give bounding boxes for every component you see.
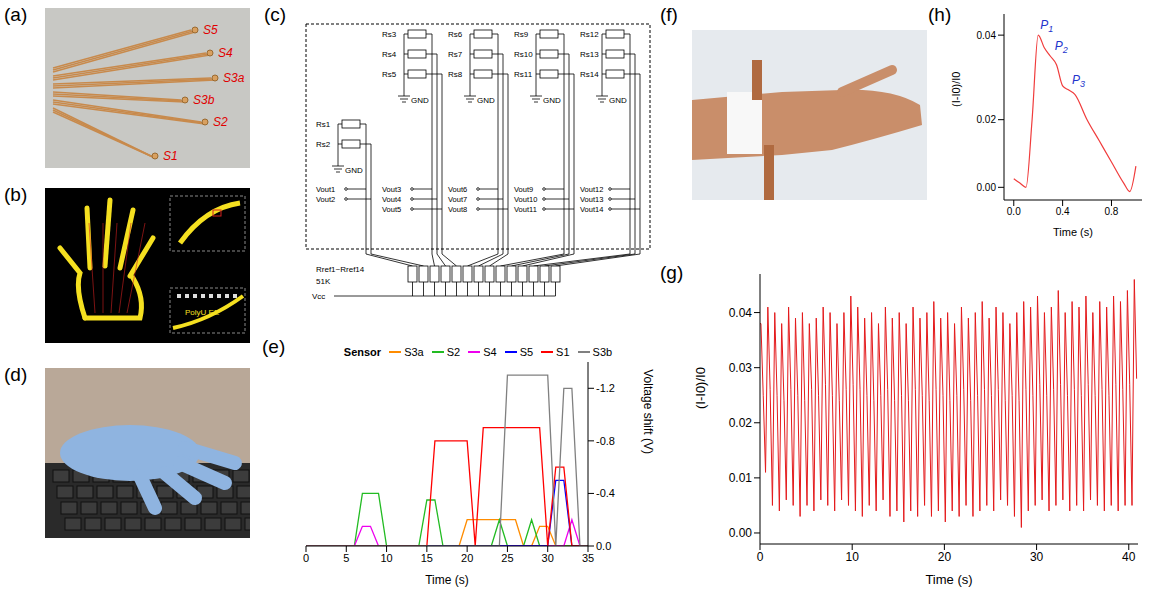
html-text:S4: S4 <box>483 346 497 358</box>
svg-text:0.00: 0.00 <box>729 526 753 540</box>
svg-text:25: 25 <box>501 552 513 564</box>
svg-text:PolyU EE: PolyU EE <box>185 308 219 317</box>
svg-text:0.04: 0.04 <box>977 30 997 41</box>
svg-text:30: 30 <box>542 552 554 564</box>
svg-text:20: 20 <box>461 552 473 564</box>
svg-text:0.02: 0.02 <box>729 416 753 430</box>
html-text:S2: S2 <box>446 346 461 358</box>
svg-text:GND: GND <box>411 96 429 105</box>
svg-text:(I-I0)/I0: (I-I0)/I0 <box>950 72 962 107</box>
svg-text:Vout5: Vout5 <box>382 205 401 214</box>
svg-text:S2: S2 <box>213 115 228 129</box>
svg-text:GND: GND <box>477 96 495 105</box>
svg-text:Rs8: Rs8 <box>448 70 463 79</box>
svg-text:Vout11: Vout11 <box>514 205 537 214</box>
svg-text:Rs11: Rs11 <box>514 70 533 79</box>
html-text:(c): (c) <box>264 4 287 25</box>
svg-text:Vout10: Vout10 <box>514 195 537 204</box>
svg-text:51K: 51K <box>316 277 331 286</box>
svg-text:Rs4: Rs4 <box>382 50 397 59</box>
svg-text:Vout14: Vout14 <box>580 205 603 214</box>
svg-text:GND: GND <box>543 96 561 105</box>
svg-text:0.00: 0.00 <box>977 182 997 193</box>
svg-text:0.4: 0.4 <box>1056 206 1070 217</box>
svg-text:10: 10 <box>380 552 392 564</box>
html-text:(b): (b) <box>4 184 28 205</box>
svg-text:35: 35 <box>582 552 594 564</box>
svg-text:S5: S5 <box>203 23 218 37</box>
html-text:S5: S5 <box>519 346 534 358</box>
svg-text:20: 20 <box>938 550 952 564</box>
svg-text:Rs7: Rs7 <box>448 50 463 59</box>
svg-text:30: 30 <box>1030 550 1044 564</box>
svg-text:Rs13: Rs13 <box>580 50 599 59</box>
html-text:(e): (e) <box>262 336 286 357</box>
svg-text:0: 0 <box>757 550 764 564</box>
svg-text:0.01: 0.01 <box>729 471 753 485</box>
svg-text:Vout6: Vout6 <box>448 185 467 194</box>
svg-text:S4: S4 <box>218 46 233 60</box>
svg-text:Rs6: Rs6 <box>448 30 463 39</box>
svg-text:P3: P3 <box>1072 73 1085 89</box>
svg-text:-0.8: -0.8 <box>596 435 615 447</box>
svg-text:S3a: S3a <box>223 71 245 85</box>
svg-text:P2: P2 <box>1055 39 1068 55</box>
svg-text:Vout13: Vout13 <box>580 195 603 204</box>
svg-text:0.04: 0.04 <box>729 306 753 320</box>
svg-text:Time (s): Time (s) <box>1053 226 1093 238</box>
svg-text:Vout9: Vout9 <box>514 185 533 194</box>
svg-text:0: 0 <box>303 552 309 564</box>
svg-text:0.8: 0.8 <box>1105 206 1119 217</box>
svg-text:Rs9: Rs9 <box>514 30 529 39</box>
svg-text:S1: S1 <box>163 149 178 163</box>
svg-text:Vout7: Vout7 <box>448 195 467 204</box>
html-text:Sensor: Sensor <box>343 346 382 358</box>
html-text:S3b: S3b <box>592 346 613 358</box>
svg-text:GND: GND <box>345 166 363 175</box>
svg-text:P1: P1 <box>1040 18 1053 34</box>
svg-text:5: 5 <box>343 552 349 564</box>
svg-text:Rs3: Rs3 <box>382 30 397 39</box>
html-text:(d): (d) <box>4 364 28 385</box>
svg-text:Vout3: Vout3 <box>382 185 401 194</box>
svg-text:0.02: 0.02 <box>977 114 997 125</box>
svg-text:Rref1~Rref14: Rref1~Rref14 <box>316 265 365 274</box>
html-text:(f): (f) <box>660 4 678 25</box>
html-text:S1: S1 <box>556 346 570 358</box>
svg-text:0.03: 0.03 <box>729 361 753 375</box>
svg-text:Rs12: Rs12 <box>580 30 599 39</box>
svg-text:Rs2: Rs2 <box>316 140 331 149</box>
svg-text:Vout12: Vout12 <box>580 185 603 194</box>
svg-text:GND: GND <box>609 96 627 105</box>
html-text:(a): (a) <box>4 4 28 25</box>
svg-text:15: 15 <box>421 552 433 564</box>
svg-text:-1.2: -1.2 <box>596 382 615 394</box>
svg-text:Voltage shift (V): Voltage shift (V) <box>641 369 655 454</box>
html-text:(h): (h) <box>928 4 952 25</box>
svg-text:40: 40 <box>1122 550 1136 564</box>
svg-text:Vout8: Vout8 <box>448 205 467 214</box>
svg-text:Time (s): Time (s) <box>925 572 972 587</box>
svg-text:(I-I0)/I0: (I-I0)/I0 <box>693 367 708 409</box>
svg-text:Vout1: Vout1 <box>316 185 335 194</box>
svg-text:0.0: 0.0 <box>1007 206 1021 217</box>
svg-text:-0.4: -0.4 <box>596 487 615 499</box>
svg-text:Time (s): Time (s) <box>425 573 469 587</box>
svg-text:10: 10 <box>846 550 860 564</box>
svg-text:0.0: 0.0 <box>596 540 611 552</box>
svg-text:Vcc: Vcc <box>312 292 325 301</box>
svg-text:Vout4: Vout4 <box>382 195 401 204</box>
html-text:S3a: S3a <box>404 346 424 358</box>
svg-text:Rs10: Rs10 <box>514 50 533 59</box>
svg-text:Rs14: Rs14 <box>580 70 599 79</box>
svg-text:S3b: S3b <box>193 93 215 107</box>
svg-text:Rs5: Rs5 <box>382 70 397 79</box>
svg-text:Rs1: Rs1 <box>316 120 331 129</box>
svg-text:Vout2: Vout2 <box>316 195 335 204</box>
html-text:(g): (g) <box>660 262 684 283</box>
